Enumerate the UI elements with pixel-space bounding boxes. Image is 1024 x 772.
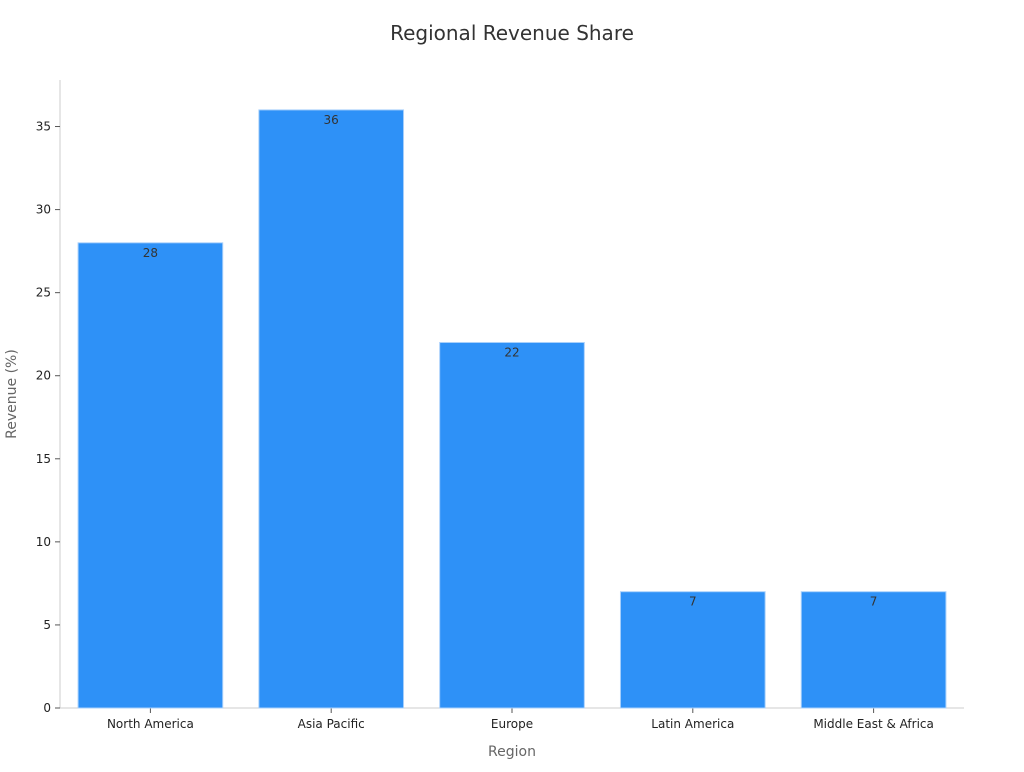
bar-europe bbox=[439, 341, 585, 709]
y-tick-label: 0 bbox=[43, 701, 51, 715]
data-label: 7 bbox=[870, 595, 878, 609]
data-label: 36 bbox=[324, 113, 339, 127]
bar-middle-east-africa bbox=[800, 591, 947, 709]
bar-latin-america bbox=[619, 591, 766, 709]
data-label: 7 bbox=[689, 595, 697, 609]
x-tick-label: Asia Pacific bbox=[298, 717, 365, 731]
bars bbox=[77, 109, 947, 709]
chart-title: Regional Revenue Share bbox=[390, 21, 634, 45]
y-axis-label: Revenue (%) bbox=[4, 349, 20, 439]
data-label: 28 bbox=[143, 246, 158, 260]
data-label: 22 bbox=[504, 345, 519, 359]
y-tick-label: 10 bbox=[36, 535, 51, 549]
y-tick-label: 20 bbox=[36, 369, 51, 383]
x-tick-label: Latin America bbox=[651, 717, 734, 731]
y-tick-label: 35 bbox=[36, 120, 51, 134]
x-axis: North America Asia Pacific Europe Latin Ame… bbox=[60, 707, 964, 731]
bar-asia-pacific bbox=[258, 109, 405, 709]
y-axis: 0 5 10 15 20 25 30 35 bbox=[36, 80, 61, 715]
y-tick-label: 5 bbox=[43, 618, 51, 632]
y-tick-label: 15 bbox=[36, 452, 51, 466]
y-tick-label: 25 bbox=[36, 286, 51, 300]
bar-north-america bbox=[77, 242, 224, 709]
x-tick-label: Europe bbox=[491, 717, 533, 731]
x-axis-label: Region bbox=[488, 744, 536, 760]
y-tick-label: 30 bbox=[36, 203, 51, 217]
x-tick-label: Middle East & Africa bbox=[813, 717, 934, 731]
data-labels: 28 36 22 7 7 bbox=[143, 113, 878, 609]
x-tick-label: North America bbox=[107, 717, 194, 731]
